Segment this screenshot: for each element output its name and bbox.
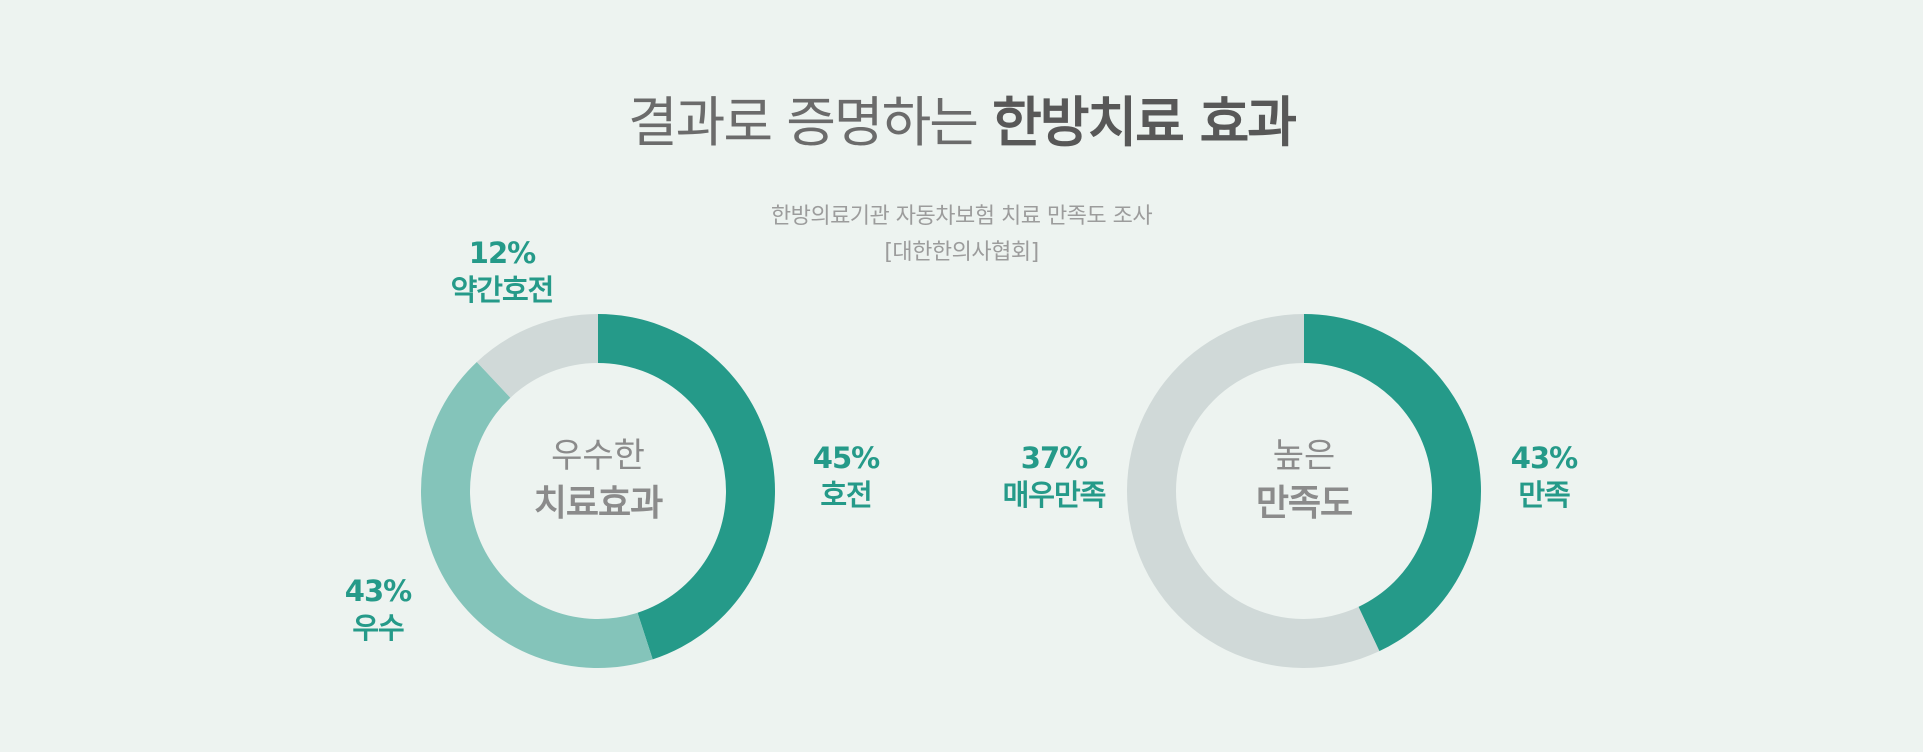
slice-value: 37% bbox=[1020, 441, 1088, 475]
slice-name: 호전 bbox=[820, 478, 872, 512]
donut-2-center-label: 높은 만족도 bbox=[1184, 433, 1424, 529]
donut-1-center-label: 우수한 치료효과 bbox=[478, 433, 718, 529]
slice-value: 43% bbox=[1510, 441, 1578, 475]
donut-1-slice-2 bbox=[421, 361, 653, 668]
survey-source: [대한한의사협회] bbox=[884, 240, 1039, 265]
title-light: 결과로 증명하는 bbox=[628, 91, 979, 154]
page-title: 결과로 증명하는 한방치료 효과 bbox=[0, 78, 1923, 157]
donut-2-center-line1: 높은 bbox=[1272, 436, 1336, 476]
donut-1-slice-3 bbox=[476, 314, 598, 398]
slice-label-usu: 43% 우수 bbox=[278, 573, 478, 647]
donut-1-center-line2: 치료효과 bbox=[533, 483, 663, 524]
slice-label-yakgan-hojeon: 12% 약간호전 bbox=[402, 235, 602, 309]
survey-title: 한방의료기관 자동차보험 치료 만족도 조사 bbox=[770, 204, 1153, 229]
slice-label-hojeon: 45% 호전 bbox=[746, 440, 946, 514]
donut-chart-treatment-effect bbox=[421, 314, 775, 668]
slice-name: 우수 bbox=[352, 611, 404, 645]
slice-label-maeu-manjok: 37% 매우만족 bbox=[954, 440, 1154, 514]
slice-name: 약간호전 bbox=[450, 273, 555, 307]
slice-value: 43% bbox=[344, 574, 412, 608]
slice-label-manjok: 43% 만족 bbox=[1444, 440, 1644, 514]
donut-2-slice-1 bbox=[1304, 314, 1481, 652]
donut-1-center-line1: 우수한 bbox=[551, 436, 645, 476]
donut-2-slice-2 bbox=[1127, 314, 1380, 668]
slice-value: 12% bbox=[468, 236, 536, 270]
slice-value: 45% bbox=[812, 441, 880, 475]
title-bold: 한방치료 효과 bbox=[992, 91, 1297, 154]
donut-2-center-line2: 만족도 bbox=[1255, 483, 1353, 524]
slice-name: 매우만족 bbox=[1002, 478, 1107, 512]
slice-name: 만족 bbox=[1518, 478, 1570, 512]
donut-1-slice-1 bbox=[598, 314, 775, 660]
donut-chart-satisfaction bbox=[1127, 314, 1481, 668]
